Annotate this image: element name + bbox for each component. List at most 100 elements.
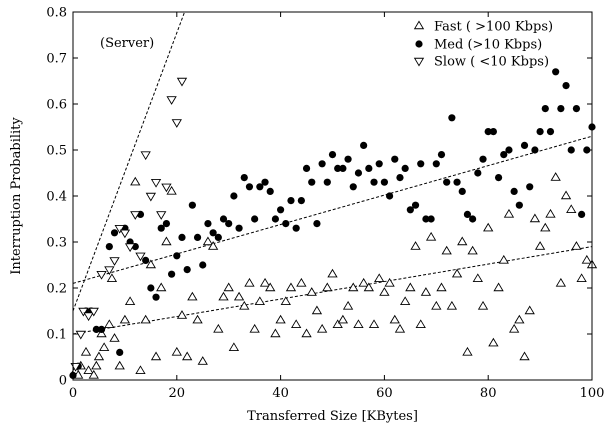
fast-point — [363, 282, 374, 292]
fast-point — [571, 241, 582, 250]
med-point — [277, 206, 285, 214]
y-tick-label: 0.6 — [46, 98, 67, 113]
slow-point — [150, 178, 162, 188]
trend-line — [73, 246, 592, 335]
slow-point — [75, 330, 86, 340]
fast-point — [348, 282, 359, 292]
med-point — [500, 151, 508, 159]
med-point — [437, 151, 446, 159]
x-tick-label: 60 — [376, 386, 393, 401]
fast-point — [545, 208, 556, 218]
med-point — [256, 183, 264, 191]
fast-point — [280, 296, 291, 306]
y-tick-label: 0.8 — [46, 6, 67, 21]
fast-point — [519, 351, 530, 361]
x-tick-label: 20 — [169, 386, 186, 401]
med-point — [271, 215, 280, 223]
med-point — [219, 215, 228, 223]
x-tick-label: 40 — [272, 386, 289, 401]
slow-point — [124, 243, 136, 253]
med-point — [448, 114, 456, 122]
med-point — [349, 183, 357, 191]
med-point — [401, 164, 409, 172]
med-point — [302, 164, 311, 172]
slow-point — [166, 96, 177, 105]
med-point — [292, 224, 300, 232]
legend: Fast ( >100 Kbps) Med (>10 Kbps) Slow ( … — [413, 20, 553, 70]
slow-point — [119, 229, 131, 239]
y-tick-label: 0.2 — [46, 282, 67, 297]
med-point — [453, 178, 461, 186]
med-point — [541, 105, 549, 113]
fast-point — [171, 346, 182, 356]
fast-point — [254, 296, 266, 306]
med-point — [474, 169, 482, 177]
med-point — [318, 160, 326, 168]
fast-point — [441, 245, 452, 255]
med-point — [354, 169, 363, 177]
fast-point — [337, 314, 349, 324]
med-point — [552, 68, 560, 76]
x-axis-label: Transferred Size [KBytes] — [247, 409, 418, 424]
med-point — [209, 229, 217, 237]
fast-point — [368, 319, 380, 329]
y-tick-label: 0 — [59, 374, 67, 389]
legend-label-slow: Slow ( <10 Kbps) — [434, 55, 549, 70]
fast-point — [197, 356, 208, 365]
fast-point — [213, 323, 224, 333]
fast-point — [415, 319, 426, 329]
med-point — [323, 178, 331, 186]
fast-point — [156, 282, 167, 292]
fast-point — [420, 287, 432, 296]
slow-point — [156, 211, 167, 220]
med-point — [396, 174, 404, 182]
med-point — [339, 164, 347, 172]
med-point — [183, 266, 191, 274]
med-point — [287, 197, 295, 205]
legend-marker-slow — [413, 57, 425, 67]
med-point — [261, 178, 269, 186]
legend-label-med: Med (>10 Kbps) — [434, 38, 542, 53]
fast-point — [457, 236, 468, 246]
x-tick-label: 80 — [480, 386, 497, 401]
fast-point — [566, 204, 577, 214]
med-point — [583, 146, 591, 154]
med-point — [510, 187, 518, 195]
fast-point — [576, 273, 587, 283]
legend-entry-med: Med (>10 Kbps) — [415, 38, 542, 53]
fast-point — [467, 245, 478, 255]
x-tick-label: 100 — [580, 386, 605, 401]
med-point — [443, 178, 451, 186]
med-point — [365, 164, 373, 172]
med-point — [479, 155, 487, 163]
fast-point — [187, 291, 198, 301]
fast-point — [91, 360, 102, 370]
fast-point — [93, 351, 105, 361]
med-point — [147, 284, 155, 292]
fast-point — [342, 300, 354, 310]
slow-point — [171, 119, 182, 128]
fast-point — [524, 305, 535, 315]
fast-point — [436, 282, 447, 292]
med-point — [375, 160, 383, 168]
slow-point — [78, 307, 89, 317]
legend-entry-fast: Fast ( >100 Kbps) — [413, 20, 553, 35]
med-point — [458, 187, 466, 195]
y-tick-label: 0.7 — [46, 52, 67, 67]
med-point — [204, 220, 212, 228]
fast-point — [560, 190, 572, 200]
med-point — [505, 146, 513, 154]
med-point — [422, 215, 430, 223]
fast-point — [88, 369, 99, 379]
med-point — [282, 220, 290, 228]
med-point — [391, 155, 399, 163]
med-point — [188, 201, 196, 209]
fast-point — [161, 236, 172, 246]
fast-point — [488, 337, 499, 347]
fast-point — [472, 273, 483, 283]
slow-point — [161, 183, 172, 193]
med-point — [417, 160, 425, 168]
fast-point — [202, 236, 214, 246]
fast-point — [322, 282, 333, 292]
